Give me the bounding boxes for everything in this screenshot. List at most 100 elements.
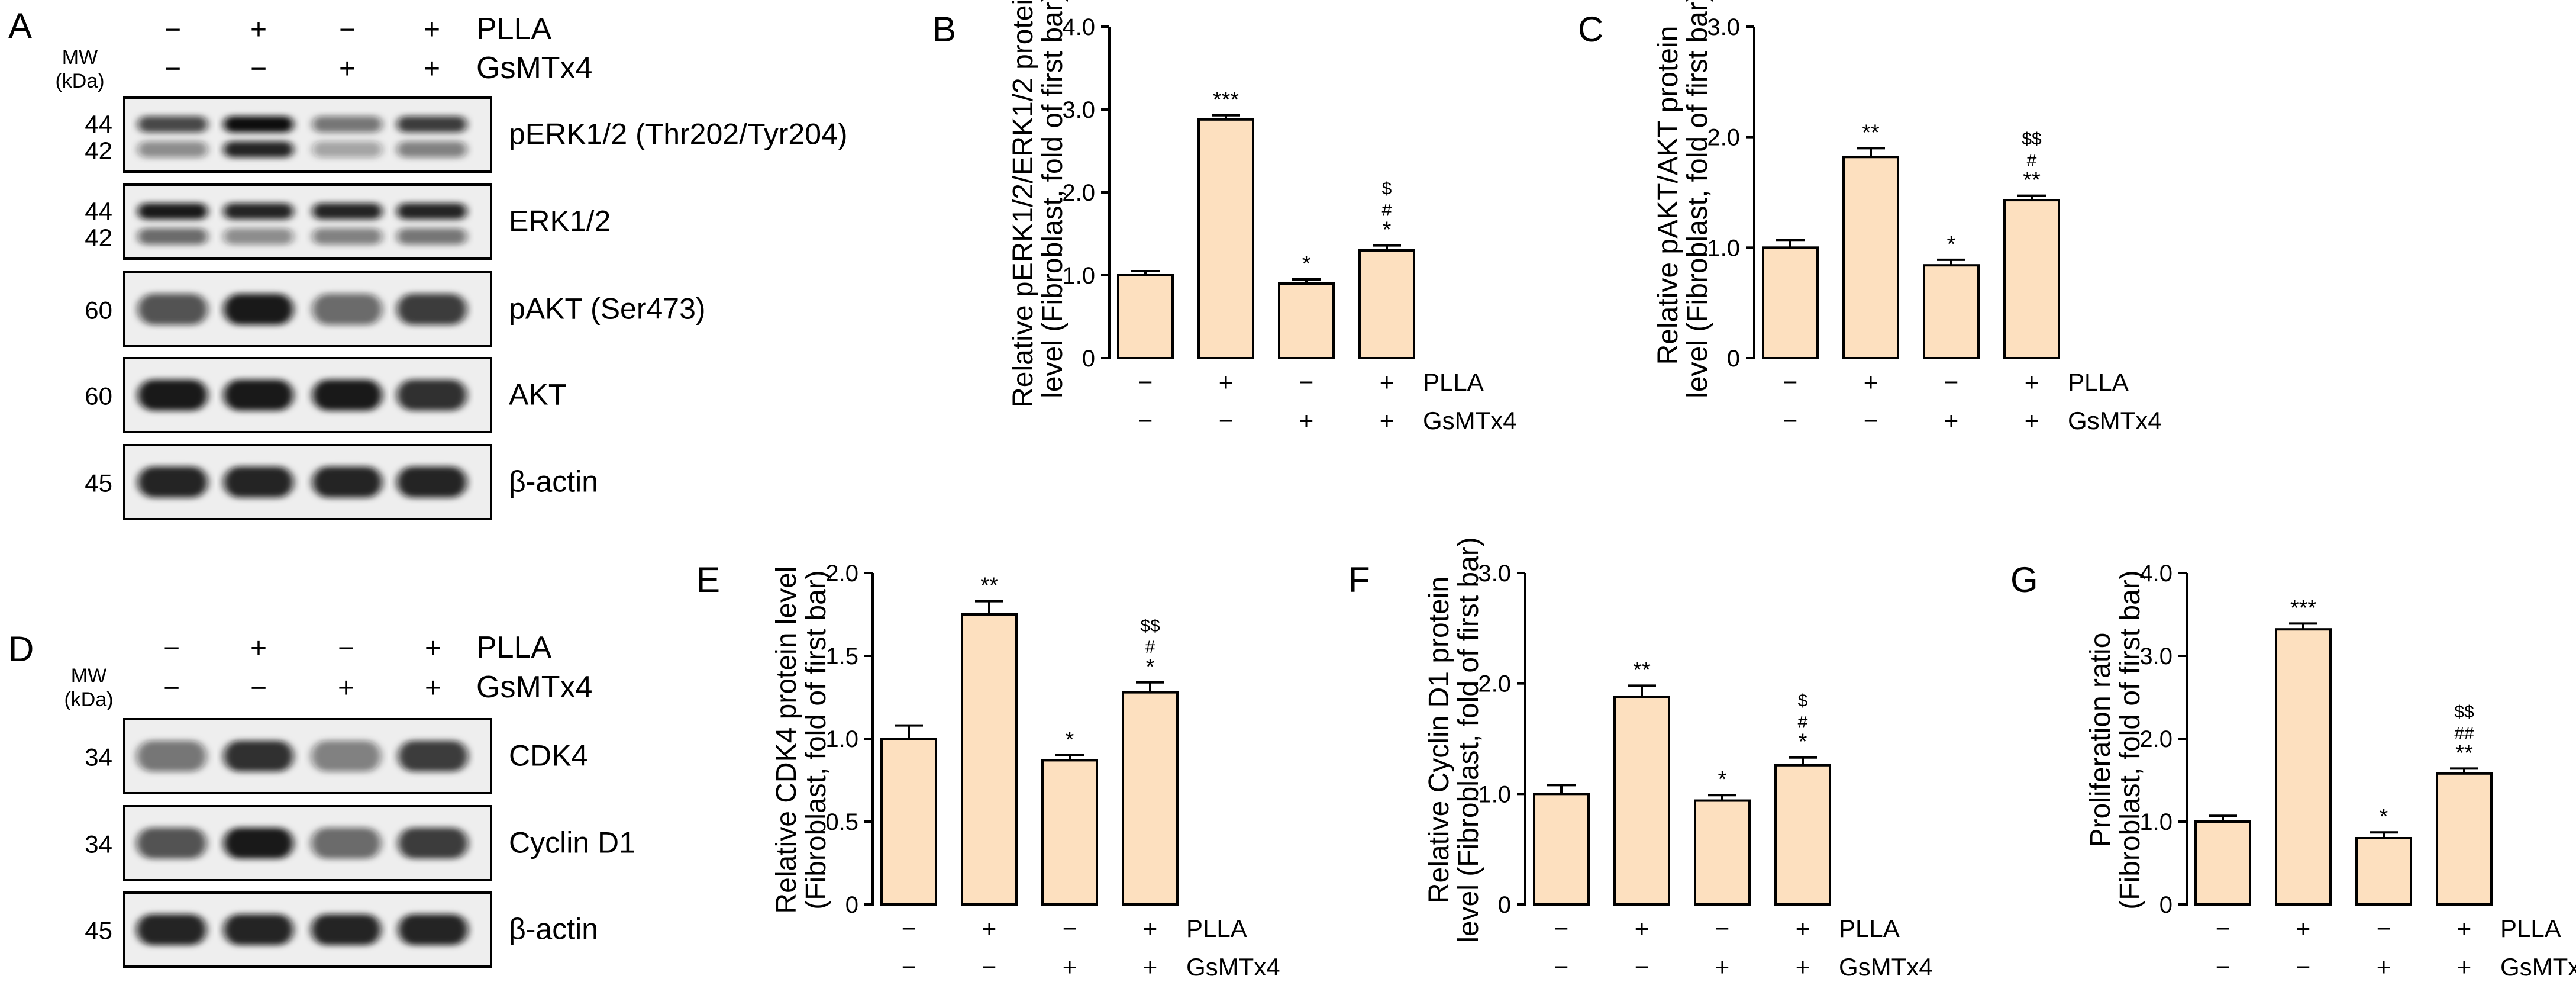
- significance-mark: ***: [1213, 88, 1239, 112]
- y-tick-label: 0: [1727, 346, 1740, 372]
- treatment-sign: +: [250, 633, 267, 664]
- treatment-label: PLLA: [2068, 368, 2129, 396]
- significance-mark: $: [1382, 179, 1392, 199]
- blot-band: [398, 914, 468, 945]
- bar: [2436, 772, 2493, 906]
- bar: [2275, 628, 2332, 906]
- y-tick-label: 0: [845, 892, 858, 918]
- treatment-sign: −: [1554, 915, 1569, 942]
- treatment-sign: +: [2457, 953, 2472, 981]
- y-tick-label: 2.0: [1478, 671, 1511, 697]
- treatment-sign: +: [338, 672, 354, 704]
- treatment-sign: +: [1143, 915, 1158, 942]
- treatment-sign: −: [902, 953, 916, 981]
- y-tick-label: 0.5: [825, 809, 858, 835]
- bar: [1358, 249, 1415, 359]
- treatment-sign: +: [250, 14, 267, 46]
- treatment-label: PLLA: [476, 630, 552, 665]
- blot-band: [397, 116, 467, 133]
- blot-label: ERK1/2: [509, 205, 611, 238]
- bar: [2355, 837, 2412, 906]
- treatment-sign: −: [339, 14, 356, 46]
- panel-letter: F: [1348, 560, 1370, 600]
- blot-band: [138, 116, 208, 133]
- treatment-sign: −: [1783, 368, 1798, 396]
- blot-label: Cyclin D1: [509, 826, 635, 859]
- blot-frame: [123, 96, 492, 173]
- treatment-sign: −: [250, 672, 267, 704]
- blot-band: [311, 828, 381, 859]
- y-tick-label: 4.0: [1062, 14, 1095, 40]
- significance-mark: *: [1302, 252, 1311, 276]
- panel-letter: C: [1578, 9, 1603, 49]
- significance-mark: $$: [2454, 702, 2474, 722]
- chart-c: C Relative pAKT/AKT proteinlevel (Fibrobl…: [1578, 0, 2162, 434]
- bar: [1041, 759, 1098, 906]
- treatment-sign: −: [2377, 915, 2391, 942]
- mw-value: 42: [85, 137, 112, 165]
- blot-band: [397, 379, 467, 411]
- blot-band: [137, 914, 206, 945]
- significance-mark: #: [1145, 638, 1155, 657]
- treatment-sign: +: [2377, 953, 2391, 981]
- panel-letter: E: [696, 560, 720, 600]
- blot-band: [224, 294, 293, 325]
- treatment-sign: +: [2296, 915, 2311, 942]
- significance-mark: $: [1798, 691, 1808, 711]
- panel-letter: B: [932, 9, 956, 49]
- blot-panel-d: D MW(kDa) − + − + PLLA − − + + GsMTx4 34 CDK4 34 Cyclin…: [8, 629, 635, 968]
- blot-band: [397, 203, 467, 220]
- treatment-label: GsMTx4: [2500, 953, 2576, 981]
- y-axis-label: Relative pERK1/2/ERK1/2 proteinlevel (Fi…: [1008, 0, 1069, 408]
- y-axis-label-line: Relative Cyclin D1 protein: [1423, 577, 1455, 903]
- treatment-label: PLLA: [1423, 368, 1484, 396]
- y-axis-label: Relative Cyclin D1 proteinlevel (Fibrobl…: [1423, 537, 1484, 943]
- y-axis-label-line: Proliferation ratio: [2085, 633, 2116, 848]
- significance-mark: *: [2380, 804, 2388, 829]
- mw-value: 44: [85, 110, 112, 138]
- blot-band: [312, 379, 382, 411]
- treatment-sign: +: [1864, 368, 1878, 396]
- blot-band: [312, 203, 382, 220]
- significance-mark: #: [1382, 201, 1392, 220]
- y-axis-label: Relative CDK4 protein level(Fibroblast, …: [771, 566, 832, 914]
- significance-mark: **: [1633, 658, 1651, 682]
- treatment-sign: +: [1796, 953, 1810, 981]
- treatment-label: GsMTx4: [476, 670, 592, 704]
- treatment-sign: −: [2296, 953, 2311, 981]
- mw-value: 42: [85, 224, 112, 252]
- blot-band: [311, 914, 381, 945]
- blot-strip: [123, 183, 492, 260]
- bar: [1533, 793, 1590, 906]
- treatment-label: GsMTx4: [1186, 953, 1280, 981]
- treatment-label: PLLA: [476, 12, 552, 46]
- y-tick-label: 3.0: [1478, 561, 1511, 587]
- mw-header: MW: [71, 665, 106, 687]
- chart-b: B Relative pERK1/2/ERK1/2 proteinlevel (F…: [932, 0, 1517, 434]
- bar: [1197, 118, 1254, 360]
- y-tick-label: 3.0: [2139, 643, 2173, 669]
- treatment-sign: +: [1299, 407, 1314, 434]
- treatment-sign: +: [424, 14, 440, 46]
- blot-strip: [123, 357, 492, 433]
- y-tick-label: 0: [1082, 346, 1095, 372]
- bar: [1278, 282, 1335, 359]
- treatment-sign: −: [1063, 915, 1077, 942]
- treatment-sign: +: [339, 53, 356, 85]
- significance-mark: ##: [2454, 723, 2474, 743]
- significance-mark: ***: [2290, 595, 2317, 620]
- blot-band: [224, 141, 293, 158]
- blot-strip: [123, 271, 492, 347]
- significance-mark: **: [2023, 168, 2041, 193]
- y-tick-label: 1.0: [1062, 263, 1095, 289]
- blot-band: [224, 466, 293, 498]
- bar: [880, 738, 937, 906]
- blot-band: [138, 228, 208, 245]
- y-axis-label-line: Relative pAKT/AKT protein: [1652, 26, 1684, 365]
- bar: [1923, 264, 1980, 360]
- blot-band: [312, 116, 382, 133]
- treatment-sign: −: [1715, 915, 1730, 942]
- blot-band: [137, 828, 206, 859]
- treatment-label: PLLA: [1186, 915, 1247, 942]
